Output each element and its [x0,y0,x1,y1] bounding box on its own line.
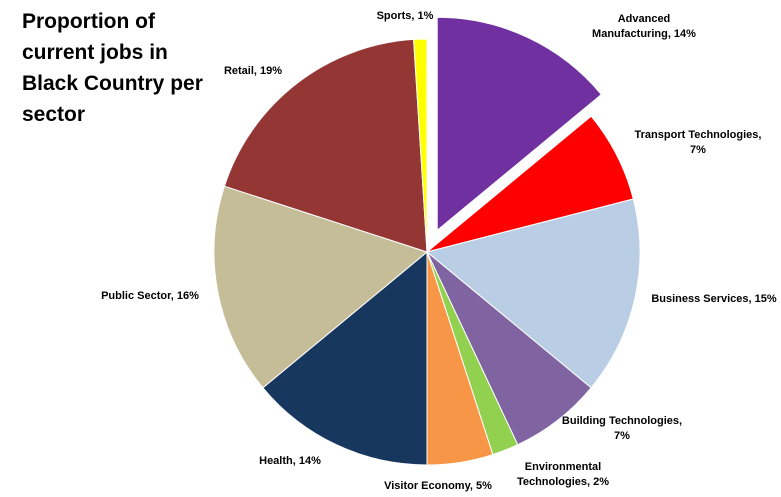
slice-labels: Advanced Manufacturing, 14% Transport Tech… [101,10,777,492]
slice-label-line: Environmental [525,461,601,473]
pie-slice-health [262,250,428,466]
slice-label-line: Visitor Economy, 5% [384,480,492,492]
slice-label-visitor-economy: Visitor Economy, 5% [384,480,492,492]
slice-label-transport-technologies: Transport Technologies, 7% [635,129,762,156]
slice-label-building-technologies: Building Technologies, 7% [562,415,682,442]
slice-label-sports: Sports, 1% [377,10,434,22]
slice-label-environmental-technologies: Environmental Technologies, 2% [517,461,609,488]
slice-label-line: Advanced [618,13,671,25]
pie-slice-business-services [425,198,641,389]
pie-slice-public-sector [213,185,429,389]
pie-slices [213,16,641,466]
slice-label-line: 7% [690,144,706,156]
pie-slice-advanced-manufacturing [436,16,603,232]
slice-label-advanced-manufacturing: Advanced Manufacturing, 14% [592,13,696,40]
slice-label-business-services: Business Services, 15% [651,293,777,305]
slice-label-line: Technologies, 2% [517,476,609,488]
slice-label-line: Manufacturing, 14% [592,28,696,40]
chart-title: Proportion of current jobs in Black Coun… [22,10,203,126]
slice-label-line: Retail, 19% [224,65,282,77]
slice-label-line: 7% [614,430,630,442]
slice-label-line: Business Services, 15% [651,293,777,305]
slice-label-line: Public Sector, 16% [101,290,199,302]
slice-label-line: Transport Technologies, [635,129,762,141]
slice-label-line: Sports, 1% [377,10,434,22]
slice-label-line: Health, 14% [259,455,321,467]
slice-label-line: Building Technologies, [562,415,682,427]
slice-label-public-sector: Public Sector, 16% [101,290,199,302]
pie-slice-sports [413,38,428,253]
slice-label-health: Health, 14% [259,455,321,467]
slice-label-retail: Retail, 19% [224,65,282,77]
pie-slice-retail [223,38,428,253]
